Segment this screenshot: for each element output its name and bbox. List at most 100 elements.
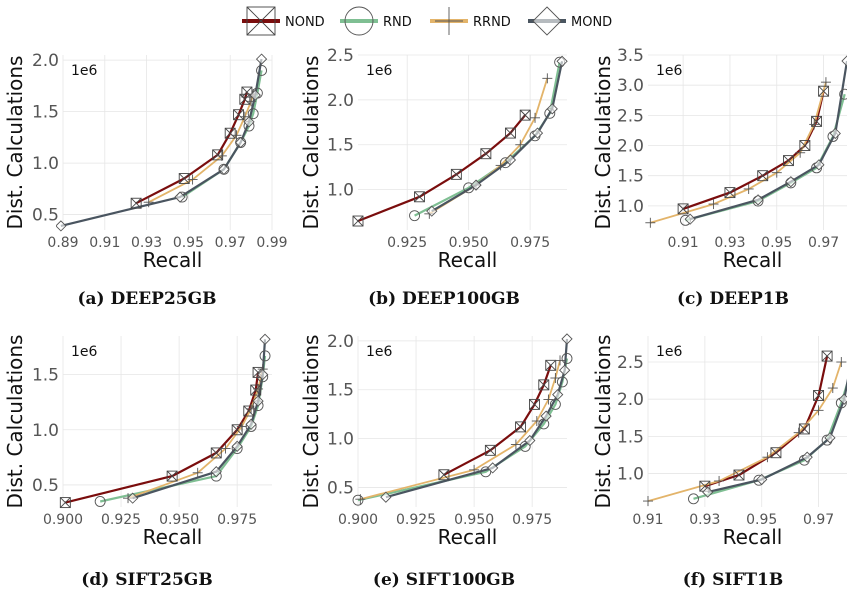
- point-mond: [249, 89, 261, 101]
- series-group: [352, 333, 573, 506]
- point-rrnd: [820, 77, 831, 88]
- y-tick-label: 1.5: [32, 366, 59, 386]
- point-nond: [352, 215, 364, 227]
- point-nond: [770, 447, 782, 459]
- x-tick-label: 0.975: [510, 235, 550, 251]
- point-rnd: [839, 88, 847, 100]
- point-rrnd: [187, 174, 198, 185]
- y-tick-label: 1.0: [617, 197, 644, 217]
- point-rrnd: [253, 383, 264, 394]
- point-nond: [210, 447, 222, 459]
- point-mond: [252, 395, 264, 407]
- point-mond: [556, 55, 568, 67]
- point-mond: [824, 432, 836, 444]
- point-rrnd: [550, 373, 561, 384]
- x-tick-label: 0.93: [689, 512, 720, 528]
- legend-item-rnd: RND: [340, 6, 412, 36]
- point-mond: [504, 154, 517, 166]
- point-mond: [841, 55, 847, 67]
- point-rrnd: [555, 355, 566, 366]
- x-axis-label: Recall: [143, 248, 203, 272]
- y-axis-label: Dist. Calculations: [591, 56, 615, 230]
- legend-label: RND: [383, 15, 412, 30]
- x-tick-label: 0.97: [215, 235, 246, 251]
- x-tick-label: 0.95: [173, 235, 204, 251]
- point-rrnd: [771, 167, 782, 178]
- y-tick-label: 2.0: [327, 91, 354, 111]
- x-tick-label: 0.93: [714, 235, 745, 251]
- y-tick-label: 3.0: [617, 76, 644, 96]
- series-line-mond: [689, 60, 847, 221]
- point-rnd: [549, 398, 561, 410]
- point-nond: [519, 109, 531, 121]
- y-tick-label: 1.0: [32, 421, 59, 441]
- point-nond: [212, 149, 224, 161]
- y-axis-label: Dist. Calculations: [299, 56, 323, 230]
- y-multiplier: 1e6: [366, 344, 393, 360]
- point-rrnd: [246, 403, 257, 414]
- x-tick-label: 0.900: [338, 512, 378, 528]
- y-tick-label: 1.5: [327, 136, 354, 156]
- point-mond: [546, 103, 558, 115]
- legend-item-mond: MOND: [528, 6, 612, 36]
- y-tick-label: 2.0: [617, 390, 644, 410]
- x-tick-label: 0.950: [449, 235, 489, 251]
- series-group: [56, 53, 268, 232]
- point-nond: [733, 469, 745, 481]
- x-tick-label: 0.91: [668, 235, 699, 251]
- series-line-rrnd: [647, 361, 843, 502]
- point-nond: [724, 187, 736, 199]
- y-multiplier: 1e6: [366, 63, 393, 79]
- point-mond: [231, 440, 243, 452]
- point-rrnd: [143, 197, 154, 208]
- point-mond: [702, 486, 714, 498]
- point-mond: [243, 116, 255, 128]
- point-nond: [250, 384, 262, 396]
- panel-1: 0.925 0.950 0.975 1.0 1.5 2.0 2.5 Recall Dist. C…: [299, 46, 568, 309]
- point-rrnd: [246, 96, 257, 107]
- legend-marker: [344, 6, 374, 36]
- point-nond: [538, 379, 550, 391]
- y-multiplier: 1e6: [71, 344, 98, 360]
- x-tick-label: 0.975: [217, 512, 257, 528]
- point-rrnd: [531, 416, 542, 427]
- point-rrnd: [216, 150, 227, 161]
- series-line-nond: [704, 355, 829, 488]
- point-rrnd: [827, 383, 838, 394]
- point-mond: [127, 492, 139, 504]
- x-tick-label: 0.97: [803, 512, 834, 528]
- point-mond: [756, 473, 768, 486]
- grid: [358, 54, 567, 230]
- series-line-rnd: [357, 358, 569, 502]
- point-nond: [813, 390, 825, 401]
- point-nond: [224, 127, 236, 139]
- y-multiplier: 1e6: [656, 344, 683, 360]
- panel-caption: (e) SIFT100GB: [373, 570, 515, 590]
- panels: 0.89 0.91 0.93 0.95 0.97 0.99 0.5 1.0 1.5 2.0 Reca…: [3, 46, 847, 590]
- legend-label: NOND: [285, 15, 325, 30]
- point-mond: [785, 176, 797, 188]
- point-mond: [813, 159, 825, 171]
- y-multiplier: 1e6: [71, 63, 98, 79]
- point-rnd: [94, 496, 106, 507]
- point-rnd: [480, 466, 492, 478]
- point-rrnd: [743, 183, 754, 194]
- panel-3: 0.900 0.925 0.950 0.975 0.5 1.0 1.5 Recall Dist.…: [3, 333, 272, 590]
- point-mond: [210, 466, 222, 478]
- x-tick-label: 0.99: [256, 235, 287, 251]
- y-tick-label: 1.5: [617, 427, 644, 447]
- point-rrnd: [836, 357, 847, 368]
- x-tick-label: 0.97: [808, 235, 839, 251]
- point-mond: [174, 191, 186, 203]
- point-mond: [801, 451, 813, 463]
- point-mond: [559, 364, 571, 376]
- point-mond: [245, 418, 257, 430]
- point-nond: [783, 155, 794, 167]
- point-nond: [438, 469, 450, 481]
- grid: [647, 336, 847, 507]
- x-tick-label: 0.91: [89, 235, 120, 251]
- point-rrnd: [236, 421, 247, 432]
- panel-4: 0.900 0.925 0.950 0.975 0.5 1.0 1.5 2.0 Recall Di…: [299, 332, 573, 590]
- series-line-nond: [443, 364, 552, 476]
- x-axis-label: Recall: [438, 525, 498, 549]
